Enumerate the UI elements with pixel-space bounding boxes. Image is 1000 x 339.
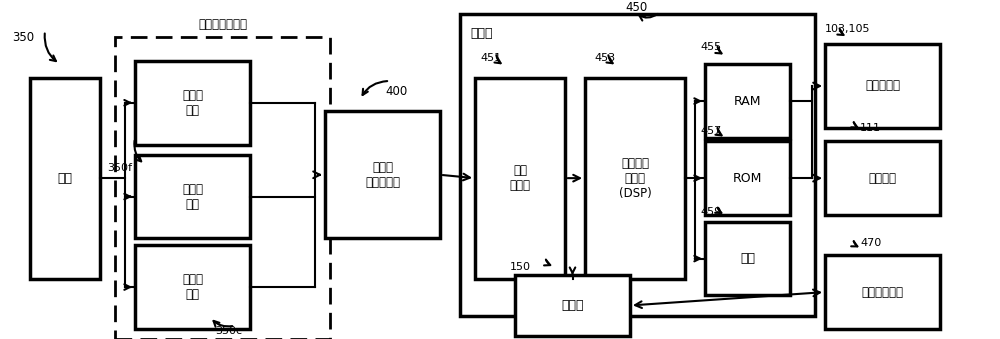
Text: 451: 451 — [480, 53, 501, 62]
FancyBboxPatch shape — [825, 141, 940, 215]
Text: 400: 400 — [385, 84, 407, 98]
Text: 350: 350 — [12, 31, 34, 44]
FancyBboxPatch shape — [135, 245, 250, 329]
Text: 350f: 350f — [107, 163, 132, 173]
Text: 控制部: 控制部 — [470, 27, 493, 40]
Text: 457: 457 — [700, 126, 721, 136]
FancyBboxPatch shape — [460, 14, 815, 316]
FancyBboxPatch shape — [115, 37, 330, 339]
Text: 111: 111 — [860, 123, 881, 133]
Text: 350c: 350c — [215, 326, 242, 336]
FancyBboxPatch shape — [135, 61, 250, 145]
FancyBboxPatch shape — [705, 141, 790, 215]
FancyBboxPatch shape — [585, 78, 685, 279]
FancyBboxPatch shape — [30, 78, 100, 279]
Text: 接口部: 接口部 — [561, 299, 584, 312]
Text: 103,105: 103,105 — [825, 24, 870, 34]
Text: 450: 450 — [625, 1, 647, 14]
Text: 手指用
电极: 手指用 电极 — [182, 183, 203, 211]
Text: 470: 470 — [860, 239, 881, 248]
Text: 用户: 用户 — [58, 172, 72, 185]
Text: 手指用
电极: 手指用 电极 — [182, 89, 203, 117]
FancyBboxPatch shape — [705, 64, 790, 138]
Text: 459: 459 — [700, 207, 721, 217]
FancyBboxPatch shape — [825, 255, 940, 329]
Text: 心电图传感器部: 心电图传感器部 — [198, 18, 247, 31]
FancyBboxPatch shape — [475, 78, 565, 279]
FancyBboxPatch shape — [135, 155, 250, 238]
Text: 453: 453 — [594, 53, 615, 62]
Text: 胸口用
电极: 胸口用 电极 — [182, 273, 203, 301]
Text: ROM: ROM — [733, 172, 762, 185]
Text: 模数
转换部: 模数 转换部 — [510, 164, 530, 192]
FancyBboxPatch shape — [825, 44, 940, 128]
Text: 显示器部: 显示器部 — [868, 172, 896, 185]
FancyBboxPatch shape — [325, 111, 440, 238]
Text: 150: 150 — [510, 262, 531, 272]
FancyBboxPatch shape — [705, 222, 790, 295]
Text: 心电图
信号检测部: 心电图 信号检测部 — [365, 161, 400, 189]
Text: RAM: RAM — [734, 95, 761, 107]
Text: 455: 455 — [700, 42, 721, 53]
Text: 数字信号
处理部
(DSP): 数字信号 处理部 (DSP) — [619, 157, 651, 200]
Text: 外部输入部: 外部输入部 — [865, 79, 900, 93]
Text: 短距离无线网: 短距离无线网 — [862, 285, 904, 299]
Text: 闪存: 闪存 — [740, 252, 755, 265]
FancyBboxPatch shape — [515, 275, 630, 336]
